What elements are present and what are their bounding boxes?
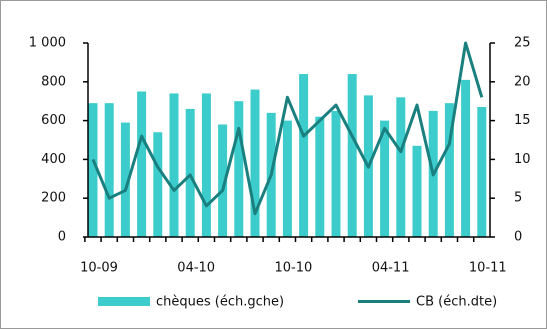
y-tick-label: 600 [41, 113, 66, 128]
bar [461, 79, 471, 237]
legend-label: chèques (éch.gche) [156, 295, 284, 310]
y2-tick-label: 10 [514, 152, 531, 167]
line [91, 41, 484, 216]
y2-tick-label: 25 [514, 36, 531, 51]
legend-label: CB (éch.dte) [416, 295, 497, 310]
bar [315, 116, 325, 237]
y-tick-label: 1 000 [29, 36, 66, 51]
y-tick-label: 400 [41, 152, 66, 167]
bar [347, 74, 357, 237]
y2-tick-label: 20 [514, 74, 531, 89]
x-tick-label: 10-10 [275, 261, 313, 276]
bar [153, 132, 163, 237]
x-tick-label: 10-09 [80, 261, 118, 276]
x-tick-label: 10-11 [469, 261, 507, 276]
y-tick-label: 800 [41, 74, 66, 89]
x-tick-label: 04-10 [177, 261, 215, 276]
bar [331, 110, 341, 237]
y2-tick-label: 5 [514, 191, 522, 206]
bar [218, 124, 228, 237]
y2-tick-label: 15 [514, 113, 531, 128]
bar [412, 145, 422, 237]
y-tick-label: 0 [58, 230, 66, 245]
bar [396, 97, 406, 237]
y-tick-label: 200 [41, 191, 66, 206]
bar [299, 74, 309, 237]
bar [380, 120, 390, 237]
bar [169, 93, 179, 237]
bar [137, 91, 147, 237]
bar [120, 122, 130, 237]
x-tick-label: 04-11 [372, 261, 410, 276]
bar [185, 108, 195, 238]
bar [104, 103, 114, 237]
legend-swatch [98, 297, 150, 306]
bar [282, 120, 292, 237]
bar [444, 103, 454, 237]
bar [88, 103, 98, 237]
bar [201, 93, 211, 237]
y2-tick-label: 0 [514, 230, 522, 245]
bar [234, 101, 244, 237]
bar [477, 107, 487, 238]
bar [250, 89, 260, 237]
